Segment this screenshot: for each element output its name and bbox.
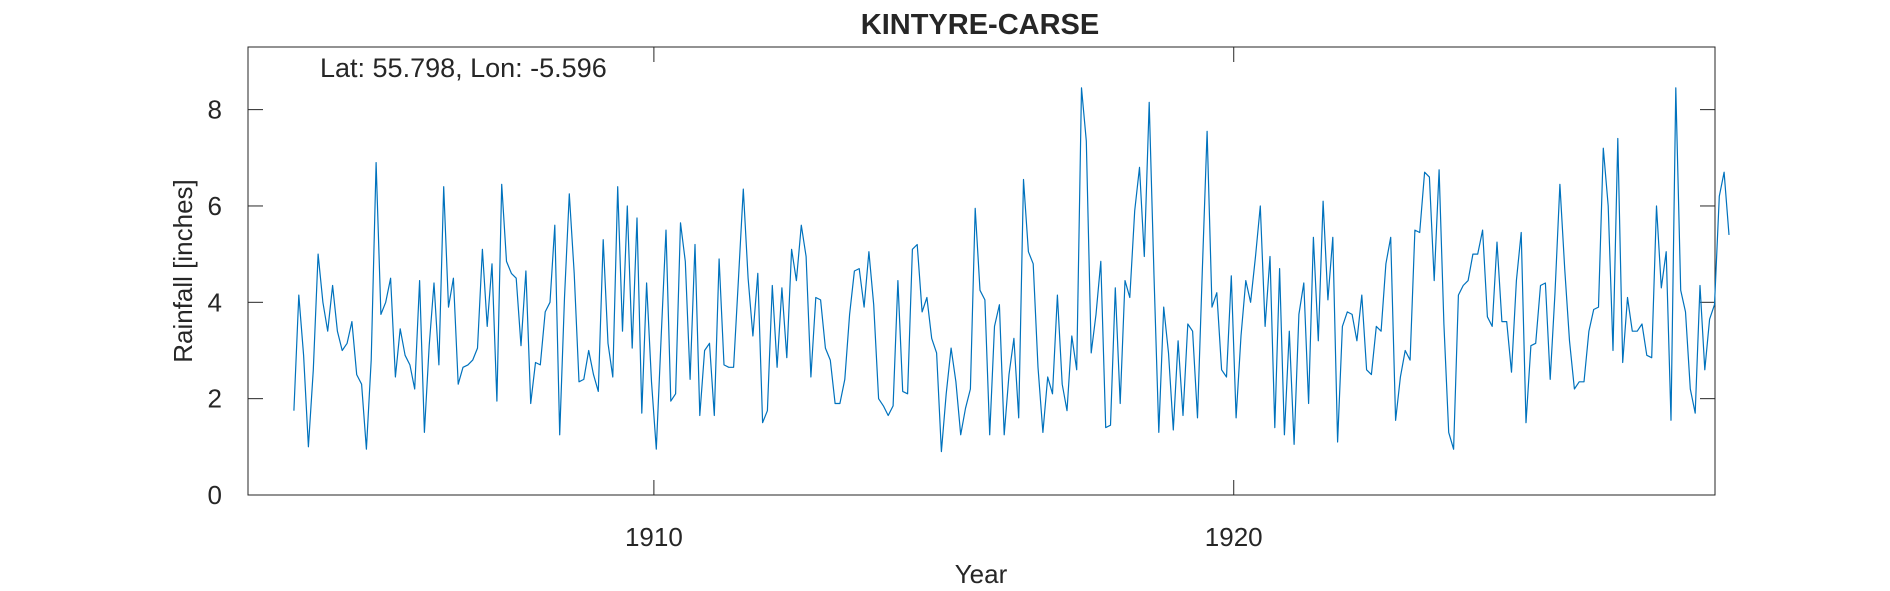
x-tick-label: 1920 [1205, 522, 1263, 552]
tick-layer: 0 2 4 6 8 1910 1920 [208, 47, 1715, 552]
x-axis-label: Year [955, 559, 1008, 589]
coordinates-annotation: Lat: 55.798, Lon: -5.596 [320, 53, 607, 83]
chart-title: KINTYRE-CARSE [861, 9, 1099, 41]
y-tick-label: 8 [208, 95, 222, 125]
y-tick-label: 2 [208, 384, 222, 414]
x-tick-label: 1910 [625, 522, 683, 552]
y-tick-label: 6 [208, 191, 222, 221]
y-axis-label: Rainfall [inches] [168, 179, 198, 363]
rainfall-series-line [293, 87, 1730, 453]
y-tick-label: 4 [208, 287, 222, 317]
y-tick-label: 0 [208, 480, 222, 510]
